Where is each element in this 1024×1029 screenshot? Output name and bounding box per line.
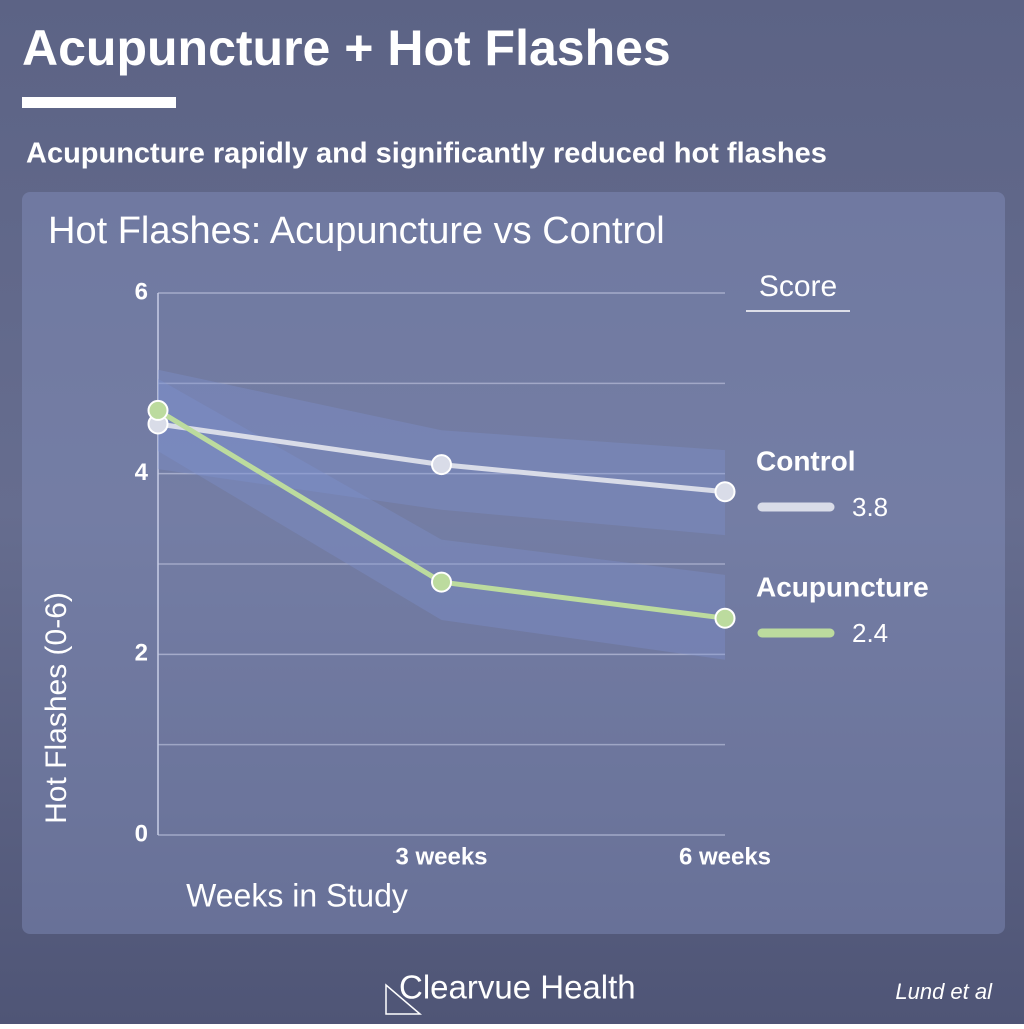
y-tick-label: 4 xyxy=(135,459,149,486)
x-axis-label: Weeks in Study xyxy=(186,877,408,913)
data-point xyxy=(714,481,736,503)
x-tick-label: 3 weeks xyxy=(395,843,487,870)
legend-value: 2.4 xyxy=(852,618,888,648)
x-tick-label: 6 weeks xyxy=(679,843,771,870)
y-tick-label: 6 xyxy=(135,278,148,305)
chart-panel xyxy=(22,192,1005,934)
data-point xyxy=(431,454,452,476)
brand: Clearvue Health xyxy=(399,969,636,1006)
plot: 0 2 4 6 3 weeks 6 weeks Control 3.8 Acupuncture 2… xyxy=(135,278,929,870)
page-subtitle: Acupuncture rapidly and significantly re… xyxy=(26,138,827,170)
data-point xyxy=(714,607,736,629)
legend-label: Acupuncture xyxy=(756,571,929,602)
y-tick-label: 2 xyxy=(135,640,148,667)
page-title: Acupuncture + Hot Flashes xyxy=(22,20,671,76)
y-tick-label: 0 xyxy=(135,820,148,847)
legend-value: 3.8 xyxy=(852,492,888,522)
legend-label: Control xyxy=(756,445,856,476)
chart-title: Hot Flashes: Acupuncture vs Control xyxy=(48,210,665,252)
confidence-band xyxy=(158,369,725,536)
data-point xyxy=(147,399,169,421)
y-axis-label: Hot Flashes (0-6) xyxy=(40,592,73,824)
title-underline xyxy=(22,97,176,108)
brand-logo xyxy=(385,983,423,1015)
legend-title: Score xyxy=(759,270,837,303)
source: Lund et al xyxy=(895,979,993,1004)
confidence-band xyxy=(158,378,725,660)
data-point xyxy=(431,571,452,593)
